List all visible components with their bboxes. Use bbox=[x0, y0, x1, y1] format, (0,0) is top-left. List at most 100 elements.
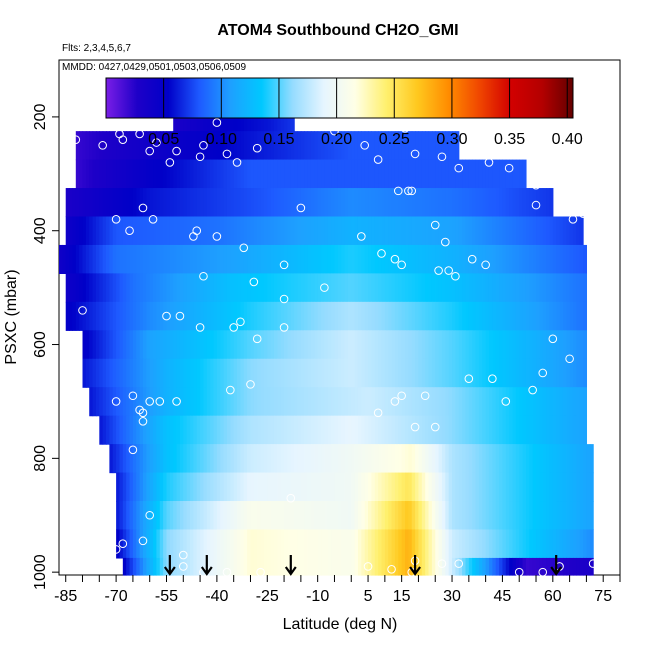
heatmap-cell bbox=[176, 188, 181, 218]
heatmap-cell bbox=[394, 244, 399, 274]
heatmap-cell bbox=[112, 301, 117, 331]
heatmap-cell bbox=[361, 529, 366, 559]
heatmap-cell bbox=[321, 529, 325, 559]
heatmap-cell bbox=[139, 216, 144, 246]
heatmap-cell bbox=[381, 415, 386, 445]
heatmap-cell bbox=[334, 387, 339, 417]
heatmap-cell bbox=[92, 159, 97, 189]
heatmap-cell bbox=[566, 501, 571, 531]
heatmap-cell bbox=[354, 330, 359, 360]
heatmap-cell bbox=[351, 529, 356, 559]
heatmap-cell bbox=[146, 501, 151, 531]
heatmap-cell bbox=[445, 444, 450, 474]
x-tick-label: -25 bbox=[256, 588, 279, 605]
heatmap-cell bbox=[455, 131, 460, 161]
heatmap-cell bbox=[179, 244, 184, 274]
heatmap-cell bbox=[394, 444, 399, 474]
heatmap-cell bbox=[418, 387, 423, 417]
heatmap-cell bbox=[95, 244, 100, 274]
observation-point bbox=[286, 493, 296, 503]
heatmap-cell bbox=[337, 330, 342, 360]
heatmap-cell bbox=[85, 301, 90, 331]
heatmap-cell bbox=[482, 358, 487, 388]
heatmap-cell bbox=[371, 387, 376, 417]
heatmap-cell bbox=[499, 444, 504, 474]
heatmap-cell bbox=[250, 131, 255, 161]
heatmap-cell bbox=[354, 188, 359, 218]
heatmap-cell bbox=[136, 330, 141, 360]
heatmap-cell bbox=[354, 444, 359, 474]
heatmap-cell bbox=[169, 159, 174, 189]
observation-point bbox=[192, 226, 202, 236]
heatmap-cell bbox=[354, 501, 359, 531]
heatmap-cell bbox=[502, 301, 507, 331]
heatmap-cell bbox=[495, 472, 500, 502]
heatmap-cell bbox=[438, 244, 443, 274]
heatmap-cell bbox=[394, 501, 399, 531]
heatmap-cell bbox=[532, 188, 537, 218]
heatmap-cell bbox=[411, 358, 416, 388]
heatmap-cell bbox=[321, 301, 325, 331]
heatmap-cell bbox=[193, 273, 198, 303]
heatmap-cell bbox=[200, 244, 205, 274]
heatmap-cell bbox=[324, 273, 329, 303]
heatmap-cell bbox=[183, 131, 188, 161]
observation-point bbox=[434, 266, 443, 275]
heatmap-cell bbox=[549, 188, 554, 218]
heatmap-cell bbox=[458, 301, 463, 331]
heatmap-cell bbox=[173, 216, 178, 246]
heatmap-cell bbox=[334, 188, 339, 218]
heatmap-cell bbox=[321, 273, 325, 303]
heatmap-cell bbox=[546, 472, 551, 502]
heatmap-cell bbox=[455, 358, 460, 388]
heatmap-cell bbox=[525, 244, 530, 274]
heatmap-cell bbox=[536, 358, 540, 388]
heatmap-cell bbox=[428, 415, 433, 445]
heatmap-cell bbox=[159, 501, 164, 531]
heatmap-cell bbox=[136, 159, 141, 189]
heatmap-cell bbox=[287, 301, 292, 331]
observation-point bbox=[437, 559, 447, 568]
heatmap-cell bbox=[112, 273, 117, 303]
heatmap-cell bbox=[79, 131, 84, 161]
heatmap-cell bbox=[401, 501, 406, 531]
heatmap-cell bbox=[203, 188, 208, 218]
heatmap-cell bbox=[243, 501, 248, 531]
heatmap-cell bbox=[166, 159, 171, 189]
heatmap-cell bbox=[452, 444, 456, 474]
heatmap-cell bbox=[106, 131, 110, 161]
heatmap-cell bbox=[512, 273, 517, 303]
heatmap-cell bbox=[441, 159, 446, 189]
heatmap-cell bbox=[522, 529, 527, 559]
heatmap-cell bbox=[183, 301, 188, 331]
heatmap-cell bbox=[502, 529, 507, 559]
heatmap-cell bbox=[237, 444, 242, 474]
heatmap-cell bbox=[405, 301, 409, 331]
heatmap-cell bbox=[351, 557, 356, 576]
heatmap-cell bbox=[408, 131, 413, 161]
heatmap-cell bbox=[539, 444, 544, 474]
heatmap-cell bbox=[196, 216, 201, 246]
heatmap-cell bbox=[280, 358, 285, 388]
heatmap-cell bbox=[465, 358, 470, 388]
heatmap-cell bbox=[418, 444, 423, 474]
observation-point bbox=[568, 215, 578, 224]
heatmap-cell bbox=[509, 557, 514, 576]
heatmap-cell bbox=[381, 216, 386, 246]
heatmap-cell bbox=[344, 358, 349, 388]
heatmap-cell bbox=[472, 529, 477, 559]
heatmap-cell bbox=[324, 415, 329, 445]
heatmap-cell bbox=[438, 472, 443, 502]
heatmap-cell bbox=[136, 301, 141, 331]
heatmap-cell bbox=[186, 557, 191, 576]
heatmap-cell bbox=[196, 188, 201, 218]
heatmap-cell bbox=[163, 529, 168, 559]
heatmap-cell bbox=[583, 358, 588, 388]
heatmap-cell bbox=[492, 387, 497, 417]
heatmap-cell bbox=[361, 472, 366, 502]
heatmap-cell bbox=[69, 244, 74, 274]
heatmap-cell bbox=[270, 358, 275, 388]
heatmap-cell bbox=[384, 387, 389, 417]
heatmap-cell bbox=[257, 529, 262, 559]
heatmap-cell bbox=[247, 415, 252, 445]
